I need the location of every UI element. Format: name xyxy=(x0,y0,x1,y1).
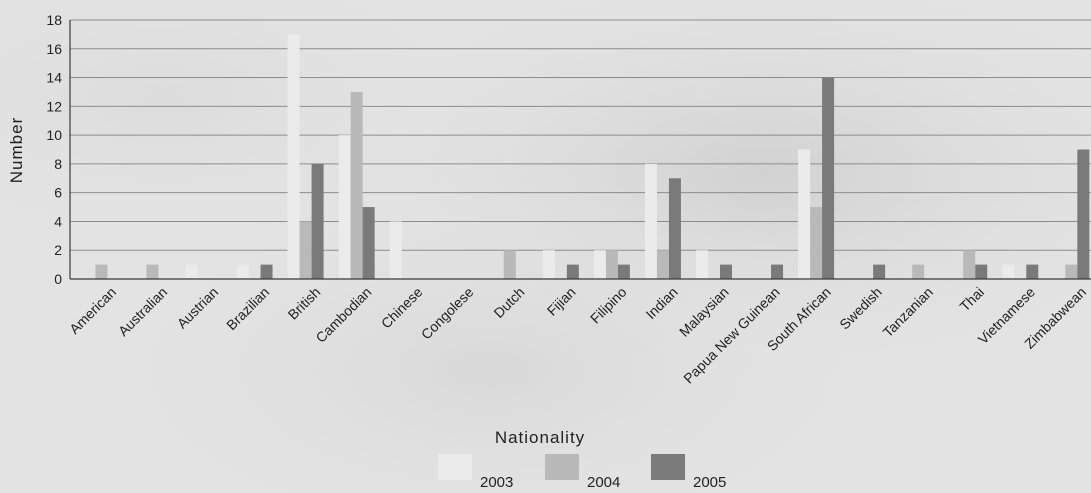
bar-2003-indian xyxy=(644,163,657,279)
bars xyxy=(95,34,1090,279)
bar-2005-indian xyxy=(668,178,681,279)
bar-2003-cambodian xyxy=(338,135,351,279)
bar-2005-zimbabwean xyxy=(1077,149,1090,279)
bar-2005-fijian xyxy=(566,264,579,279)
bar-2005-vietnamese xyxy=(1026,264,1039,279)
bar-2004-cambodian xyxy=(350,91,363,279)
bar-2003-brazilian xyxy=(236,264,249,279)
bar-2004-zimbabwean xyxy=(1065,264,1078,279)
bar-2004-american xyxy=(95,264,108,279)
legend-swatch-2003 xyxy=(438,454,472,480)
y-tick-label: 4 xyxy=(54,213,62,229)
bar-2003-vietnamese xyxy=(1002,264,1015,279)
bar-2005-filipino xyxy=(617,264,630,279)
y-tick-label: 10 xyxy=(46,127,62,143)
bar-2005-south-african xyxy=(822,77,835,279)
y-axis-title: Number xyxy=(7,117,26,183)
bar-2004-south-african xyxy=(810,207,823,279)
bar-2003-filipino xyxy=(593,250,606,279)
bar-2005-papua-new-guinean xyxy=(771,264,784,279)
x-axis-title: Nationality xyxy=(495,428,585,447)
bar-2005-swedish xyxy=(873,264,886,279)
y-tick-labels: 0 2 4 6 8 10 12 14 16 18 xyxy=(46,12,62,287)
bar-2005-british xyxy=(311,163,324,279)
bar-2005-thai xyxy=(975,264,988,279)
y-tick-label: 12 xyxy=(46,98,62,114)
bar-2004-dutch xyxy=(503,250,516,279)
bar-2004-australian xyxy=(146,264,159,279)
legend-swatch-2005 xyxy=(651,454,685,480)
bar-2004-thai xyxy=(963,250,976,279)
y-tick-label: 18 xyxy=(46,12,62,28)
legend-label-2003: 2003 xyxy=(480,474,513,491)
bar-2003-chinese xyxy=(389,221,402,279)
y-tick-label: 16 xyxy=(46,41,62,57)
axes xyxy=(69,20,1091,280)
bar-2005-malaysian xyxy=(719,264,732,279)
y-tick-label: 0 xyxy=(54,271,62,287)
bar-2003-malaysian xyxy=(695,250,708,279)
bar-2003-fijian xyxy=(542,250,555,279)
gridlines xyxy=(70,19,1091,280)
y-tick-label: 14 xyxy=(46,70,62,86)
bar-2004-filipino xyxy=(605,250,618,279)
y-tick-label: 8 xyxy=(54,156,62,172)
bar-2003-austrian xyxy=(185,264,198,279)
bar-2005-cambodian xyxy=(362,207,375,279)
bar-2004-tanzanian xyxy=(912,264,925,279)
legend-label-2004: 2004 xyxy=(587,474,620,491)
bar-2005-brazilian xyxy=(260,264,273,279)
bar-2003-british xyxy=(287,34,300,279)
legend-swatch-2004 xyxy=(545,454,579,480)
bar-2004-british xyxy=(299,221,312,279)
legend: 2003 2004 2005 xyxy=(438,454,726,491)
y-tick-label: 6 xyxy=(54,185,62,201)
legend-label-2005: 2005 xyxy=(693,474,726,491)
bar-2004-indian xyxy=(656,250,669,279)
bar-2003-south-african xyxy=(798,149,811,279)
y-tick-label: 2 xyxy=(54,242,62,258)
